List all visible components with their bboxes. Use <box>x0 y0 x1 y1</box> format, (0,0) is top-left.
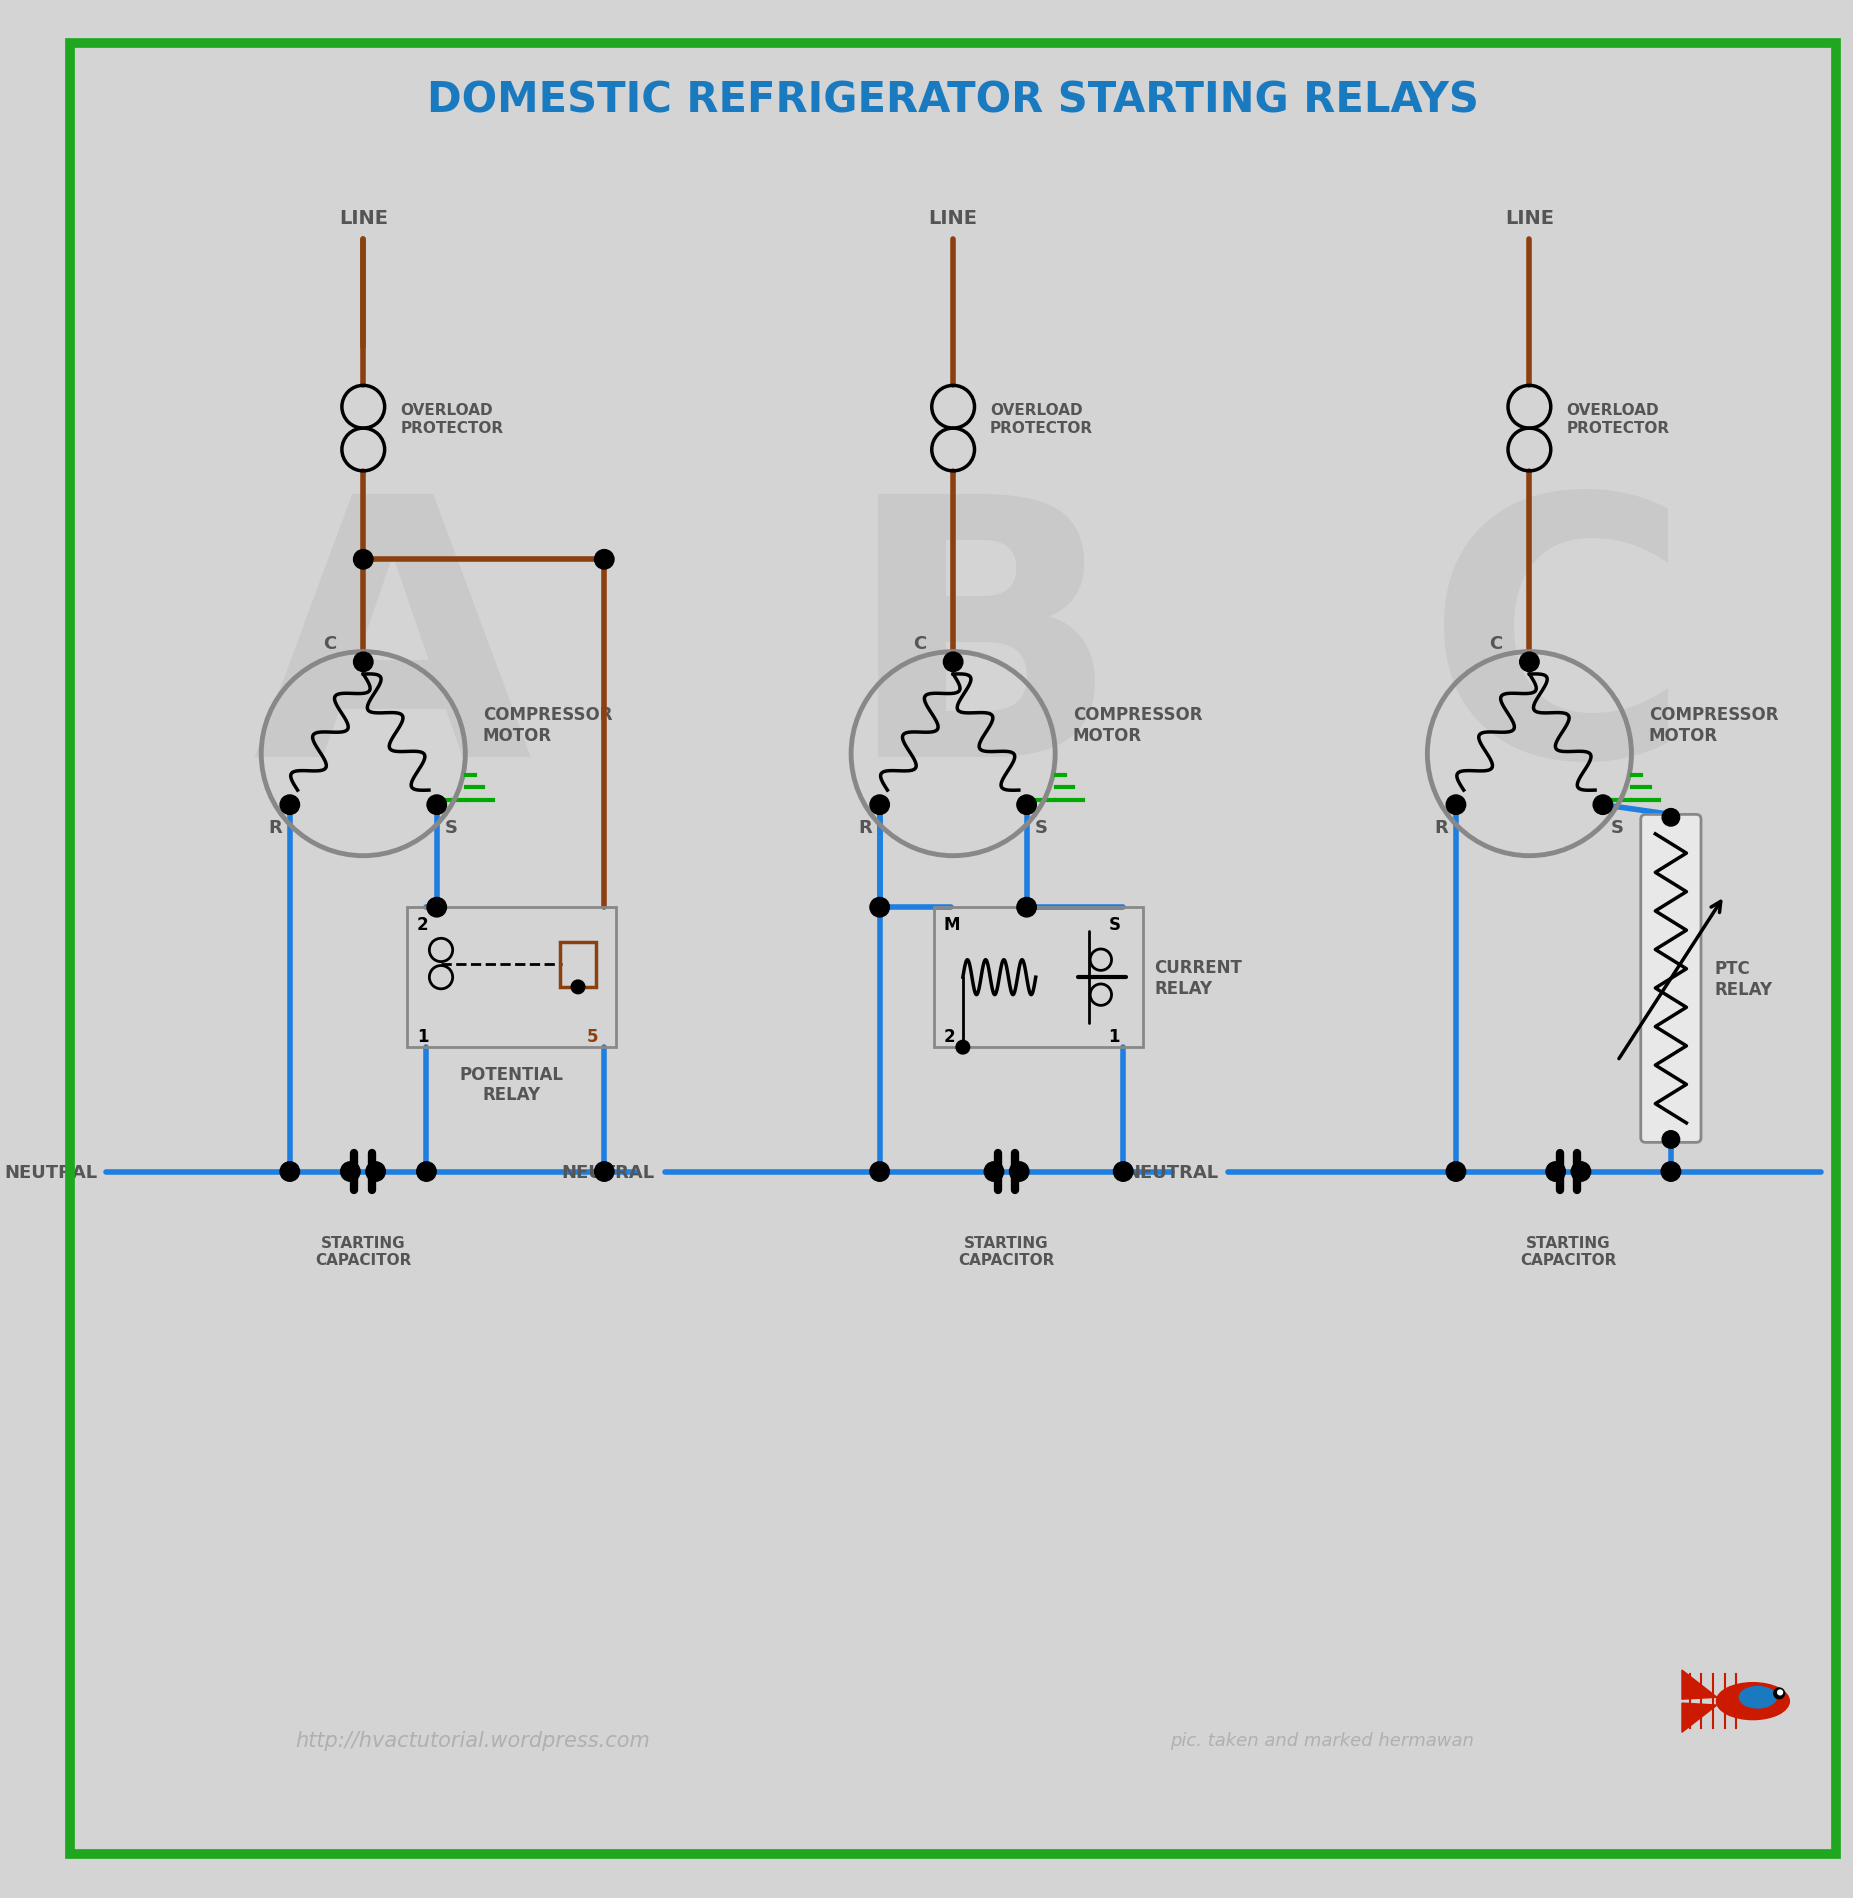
Circle shape <box>1017 795 1036 814</box>
Text: B: B <box>845 482 1119 831</box>
Text: R: R <box>1434 818 1449 837</box>
Circle shape <box>1773 1687 1784 1699</box>
Circle shape <box>1571 1162 1590 1182</box>
Text: LINE: LINE <box>339 209 387 228</box>
Circle shape <box>869 1162 889 1182</box>
Circle shape <box>426 898 447 917</box>
Circle shape <box>1445 795 1466 814</box>
Text: 5: 5 <box>587 1027 599 1046</box>
Text: 1: 1 <box>417 1027 428 1046</box>
Text: 2: 2 <box>417 915 428 934</box>
Circle shape <box>417 1162 435 1182</box>
Circle shape <box>280 1162 300 1182</box>
Text: LINE: LINE <box>928 209 978 228</box>
Text: OVERLOAD
PROTECTOR: OVERLOAD PROTECTOR <box>400 402 504 435</box>
Text: S: S <box>1034 818 1047 837</box>
Circle shape <box>984 1162 1004 1182</box>
Text: C: C <box>1490 634 1503 653</box>
Text: 2: 2 <box>943 1027 954 1046</box>
Text: A: A <box>252 482 532 831</box>
Circle shape <box>1662 1131 1679 1148</box>
Text: R: R <box>269 818 282 837</box>
Polygon shape <box>1683 1670 1718 1699</box>
Text: NEUTRAL: NEUTRAL <box>561 1163 654 1181</box>
Text: 1: 1 <box>1108 1027 1119 1046</box>
Circle shape <box>571 981 586 995</box>
Text: STARTING
CAPACITOR: STARTING CAPACITOR <box>1519 1236 1616 1268</box>
Circle shape <box>1010 1162 1028 1182</box>
Text: S: S <box>445 818 458 837</box>
Circle shape <box>595 550 613 569</box>
Circle shape <box>943 653 964 672</box>
Text: PTC
RELAY: PTC RELAY <box>1714 960 1773 998</box>
Text: STARTING
CAPACITOR: STARTING CAPACITOR <box>315 1236 411 1268</box>
Circle shape <box>354 653 372 672</box>
Ellipse shape <box>1740 1687 1777 1708</box>
Bar <box>934 907 1143 1048</box>
Text: C: C <box>1427 482 1692 831</box>
Circle shape <box>1662 809 1679 828</box>
Circle shape <box>1594 795 1612 814</box>
Text: NEUTRAL: NEUTRAL <box>6 1163 98 1181</box>
Text: S: S <box>1108 915 1121 934</box>
Circle shape <box>1114 1162 1132 1182</box>
FancyBboxPatch shape <box>1640 814 1701 1143</box>
Text: M: M <box>943 915 960 934</box>
Text: http://hvactutorial.wordpress.com: http://hvactutorial.wordpress.com <box>295 1731 650 1750</box>
Text: R: R <box>858 818 873 837</box>
Text: COMPRESSOR
MOTOR: COMPRESSOR MOTOR <box>1649 706 1779 744</box>
Circle shape <box>365 1162 385 1182</box>
Text: COMPRESSOR
MOTOR: COMPRESSOR MOTOR <box>1073 706 1203 744</box>
Circle shape <box>1017 898 1036 917</box>
Text: C: C <box>914 634 926 653</box>
Text: COMPRESSOR
MOTOR: COMPRESSOR MOTOR <box>484 706 611 744</box>
Circle shape <box>1777 1689 1783 1695</box>
Text: OVERLOAD
PROTECTOR: OVERLOAD PROTECTOR <box>990 402 1093 435</box>
Circle shape <box>1519 653 1540 672</box>
Circle shape <box>426 795 447 814</box>
Text: STARTING
CAPACITOR: STARTING CAPACITOR <box>958 1236 1054 1268</box>
Text: NEUTRAL: NEUTRAL <box>1125 1163 1219 1181</box>
Circle shape <box>1445 1162 1466 1182</box>
Circle shape <box>354 550 372 569</box>
Circle shape <box>341 1162 359 1182</box>
Bar <box>560 943 597 987</box>
Text: OVERLOAD
PROTECTOR: OVERLOAD PROTECTOR <box>1566 402 1670 435</box>
Circle shape <box>956 1040 969 1055</box>
Circle shape <box>1660 1162 1681 1182</box>
Polygon shape <box>1683 1703 1718 1733</box>
Text: CURRENT
RELAY: CURRENT RELAY <box>1154 958 1242 996</box>
Circle shape <box>869 795 889 814</box>
Circle shape <box>595 1162 613 1182</box>
Text: POTENTIAL
RELAY: POTENTIAL RELAY <box>460 1065 563 1105</box>
Bar <box>408 907 615 1048</box>
Circle shape <box>1545 1162 1566 1182</box>
Text: pic. taken and marked hermawan: pic. taken and marked hermawan <box>1169 1731 1473 1750</box>
Text: DOMESTIC REFRIGERATOR STARTING RELAYS: DOMESTIC REFRIGERATOR STARTING RELAYS <box>428 80 1479 121</box>
Circle shape <box>869 898 889 917</box>
Text: S: S <box>1610 818 1623 837</box>
Text: C: C <box>322 634 335 653</box>
Ellipse shape <box>1716 1684 1790 1720</box>
Circle shape <box>280 795 300 814</box>
Text: LINE: LINE <box>1505 209 1555 228</box>
